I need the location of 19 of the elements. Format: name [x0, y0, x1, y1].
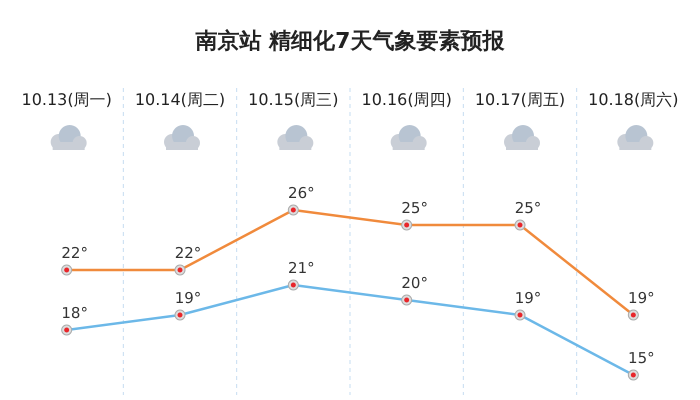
data-label: 15° — [628, 349, 655, 367]
data-label: 19° — [514, 289, 542, 307]
data-label: 18° — [61, 304, 88, 322]
data-label: 20° — [401, 274, 428, 292]
data-label: 22° — [61, 244, 88, 262]
data-label: 19° — [174, 289, 202, 307]
data-label: 26° — [288, 184, 315, 202]
x-tick-label: 10.17(周五) — [474, 90, 566, 109]
x-tick-label: 10.15(周三) — [248, 90, 338, 109]
data-label: 25° — [514, 199, 542, 217]
data-label: 25° — [401, 199, 428, 217]
x-tick-label: 10.13(周一) — [22, 90, 112, 109]
chart-title: 南京站 精细化7天气象要素预报 — [194, 28, 506, 54]
x-tick-label: 10.16(周四) — [362, 90, 452, 109]
data-label: 19° — [628, 289, 655, 307]
x-tick-label: 10.14(周二) — [134, 90, 226, 109]
data-label: 21° — [288, 259, 315, 277]
data-label: 22° — [174, 244, 202, 262]
x-tick-label: 10.18(周六) — [588, 90, 678, 109]
